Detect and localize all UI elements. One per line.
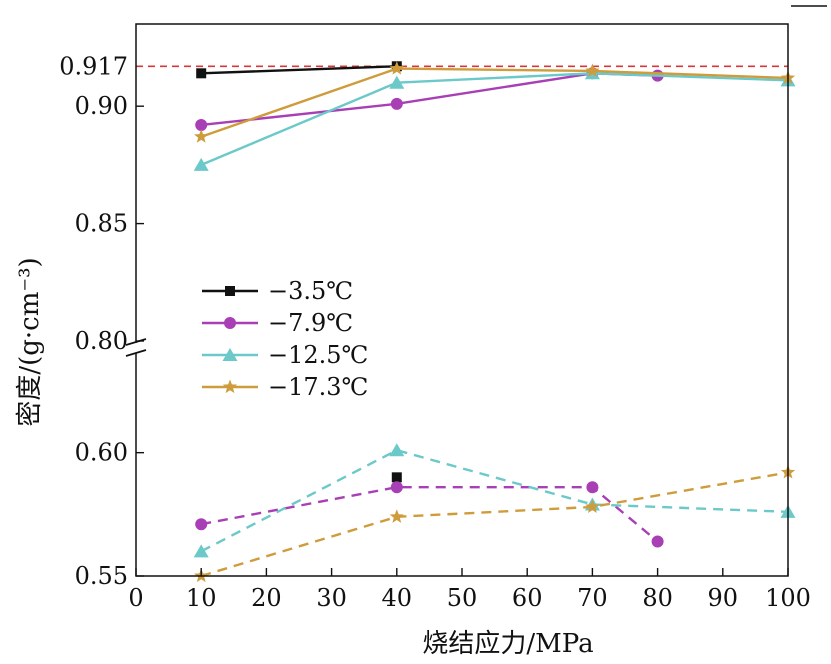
data-point [196,68,207,79]
data-point [389,61,404,75]
axes [125,23,789,577]
series-2 [195,67,664,548]
legend-item: −12.5℃ [202,341,368,369]
axis-break-mark [125,338,147,346]
axis-break-gap [126,343,146,353]
legend: −3.5℃ −7.9℃ −12.5℃ −17.3℃ [202,277,368,401]
data-point [586,481,599,494]
data-point [195,118,208,131]
data-point [389,75,405,89]
data-point [585,63,600,78]
x-tick-label: 10 [186,584,217,612]
plot-area [136,61,796,583]
x-tick-label: 20 [251,584,282,612]
x-tick-label: 100 [765,584,811,612]
data-point [390,481,403,494]
x-tick-label: 70 [577,584,608,612]
series-line-lower [200,471,789,578]
data-point [390,97,403,110]
x-tick-label: 60 [512,584,543,612]
series-line-lower [200,486,659,543]
x-tick-label: 40 [382,584,413,612]
data-point [195,518,208,531]
data-point [585,499,600,513]
x-tick-label: 90 [708,584,739,612]
legend-item: −3.5℃ [202,277,353,305]
legend-label: −7.9℃ [268,309,353,337]
x-tick-label: 0 [128,584,143,612]
y-tick-label: 0.90 [75,92,128,120]
x-tick-label: 80 [642,584,673,612]
legend-marker [225,286,235,296]
y-tick-label: 0.60 [75,439,128,467]
legend-marker [224,317,236,329]
x-tick-label: 50 [447,584,478,612]
data-point [193,544,209,558]
y-tick-label: 0.55 [75,562,128,590]
axis-break-mark [125,349,147,357]
plot-frame [135,23,789,577]
legend-marker [222,348,238,361]
legend-label: −3.5℃ [268,277,353,305]
data-point [651,535,664,548]
tick-labels: 0.917 0 10 20 30 40 50 60 70 80 90 100 0.80 0.85 0.90 0… [59,52,811,612]
reference-line-label: 0.917 [59,52,128,80]
y-axis-label: 密度/(g·cm⁻³) [15,257,45,426]
data-point [193,157,209,171]
legend-item: −7.9℃ [202,309,353,337]
legend-item: −17.3℃ [202,373,368,401]
series-line-upper [200,72,789,166]
data-point [389,509,404,523]
series-line-upper [200,67,789,138]
series-line-lower [200,448,789,553]
legend-label: −12.5℃ [268,341,368,369]
data-point [194,129,209,143]
y-tick-label: 0.85 [75,210,128,238]
data-point [389,443,405,457]
series-line-upper [201,65,397,75]
x-tick-label: 30 [316,584,347,612]
data-point [391,472,402,483]
x-axis-label: 烧结应力/MPa [422,629,593,659]
legend-label: −17.3℃ [268,373,368,401]
y-tick-label: 0.80 [75,327,128,355]
legend-marker [222,379,238,394]
